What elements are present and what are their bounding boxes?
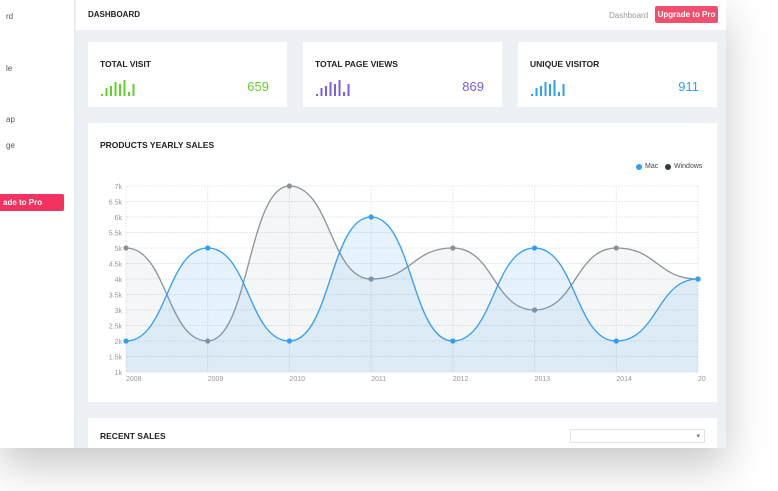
data-point-windows <box>205 338 211 344</box>
sparkline-chart <box>101 80 135 96</box>
x-tick-label: 2014 <box>616 376 632 383</box>
data-point-mac <box>531 245 538 251</box>
sparkline-chart <box>316 80 350 96</box>
y-tick-label: 2.5k <box>109 324 123 331</box>
y-tick-label: 6k <box>115 215 123 222</box>
sidebar-upgrade-button[interactable]: ade to Pro <box>0 194 64 211</box>
data-point-windows <box>123 245 129 251</box>
stat-value: 659 <box>247 79 269 94</box>
y-tick-label: 1k <box>115 370 123 377</box>
y-tick-label: 4k <box>115 277 123 284</box>
x-tick-label: 2012 <box>453 376 469 383</box>
data-point-mac <box>286 338 293 344</box>
data-point-windows <box>531 307 538 313</box>
spark-bar <box>128 92 130 96</box>
chevron-down-icon: ▾ <box>696 433 700 440</box>
y-tick-label: 2k <box>115 339 123 346</box>
data-point-mac <box>450 338 456 344</box>
y-tick-label: 3k <box>115 308 123 315</box>
stat-title: UNIQUE VISITOR <box>530 59 600 69</box>
top-header: DASHBOARD Dashboard Upgrade to Pro <box>76 0 726 30</box>
spark-bar <box>119 84 121 96</box>
legend-dot-icon <box>665 163 671 170</box>
data-point-mac <box>613 338 619 344</box>
spark-bar <box>105 88 108 96</box>
y-tick-label: 5k <box>115 246 123 253</box>
yearly-sales-card: 1k 1.5k 2k 2.5k 3k 3.5k 4k 4.5k 5k 5.5k 6k 6.5k 7k 20… <box>88 123 717 402</box>
data-point-mac <box>368 214 374 220</box>
sparkline-chart <box>531 80 565 96</box>
stat-value: 869 <box>462 79 484 94</box>
sidebar-item-page[interactable]: ge <box>6 141 15 150</box>
recent-sales-title: RECENT SALES <box>100 431 166 441</box>
x-tick-label: 2013 <box>535 376 551 383</box>
stat-card-unique-visitor: UNIQUE VISITOR 911 <box>518 42 717 107</box>
spark-bar <box>320 88 323 96</box>
spark-bar <box>553 80 556 96</box>
spark-bar <box>535 88 538 96</box>
month-select[interactable]: ▾ <box>570 429 705 443</box>
x-tick-label: 2010 <box>289 376 305 383</box>
sidebar-item-profile[interactable]: le <box>6 64 13 73</box>
data-point-mac <box>123 338 129 344</box>
spark-bar <box>325 86 327 96</box>
y-tick-label: 7k <box>115 184 123 191</box>
spark-bar <box>316 94 318 96</box>
upgrade-button[interactable]: Upgrade to Pro <box>655 6 718 23</box>
x-tick-label: 2011 <box>371 376 386 383</box>
sidebar-item-map[interactable]: ap <box>6 115 15 124</box>
data-point-windows <box>286 183 293 189</box>
recent-sales-card: RECENT SALES ▾ <box>88 418 717 448</box>
spark-bar <box>110 86 112 96</box>
stat-value: 911 <box>678 79 699 94</box>
y-tick-label: 6.5k <box>109 200 123 207</box>
x-tick-label: 2009 <box>208 376 224 383</box>
legend-label: Windows <box>674 163 703 170</box>
data-point-mac <box>205 245 211 251</box>
stat-card-total-visit: TOTAL VISIT 659 <box>88 42 287 107</box>
y-tick-label: 5.5k <box>109 231 123 238</box>
legend-dot-icon <box>636 163 642 170</box>
legend-label: Mac <box>645 163 659 170</box>
chart-title: PRODUCTS YEARLY SALES <box>100 140 215 150</box>
legend-mac[interactable]: Mac <box>636 163 658 170</box>
spark-bar <box>132 84 135 96</box>
app-window: rd le ap ge ade to Pro DASHBOARD Dashboa… <box>0 0 726 448</box>
spark-bar <box>544 82 547 96</box>
data-point-windows <box>613 245 619 251</box>
stat-title: TOTAL VISIT <box>100 59 152 69</box>
spark-bar <box>540 86 542 96</box>
spark-bar <box>123 80 126 96</box>
sidebar: rd le ap ge ade to Pro <box>0 0 75 448</box>
data-point-windows <box>368 276 374 282</box>
data-point-mac <box>695 276 701 282</box>
yearly-sales-chart: 1k 1.5k 2k 2.5k 3k 3.5k 4k 4.5k 5k 5.5k 6k 6.5k 7k 20… <box>109 183 706 383</box>
spark-bar <box>343 92 345 96</box>
stat-card-page-views: TOTAL PAGE VIEWS 869 <box>303 42 502 107</box>
series-area-mac <box>126 217 698 372</box>
page-title: DASHBOARD <box>88 10 140 19</box>
y-tick-label: 4.5k <box>109 262 123 269</box>
breadcrumb-dashboard[interactable]: Dashboard <box>609 11 649 20</box>
spark-bar <box>334 84 336 96</box>
spark-bar <box>558 92 560 96</box>
spark-bar <box>329 82 332 96</box>
x-tick-label: 20 <box>698 376 706 383</box>
spark-bar <box>347 84 350 96</box>
spark-bar <box>114 82 117 96</box>
spark-bar <box>101 94 103 96</box>
y-tick-label: 3.5k <box>109 293 123 300</box>
series-line-mac <box>125 216 699 342</box>
spark-bar <box>531 94 533 96</box>
legend-windows[interactable]: Windows <box>665 163 702 170</box>
spark-bar <box>549 84 551 96</box>
stat-title: TOTAL PAGE VIEWS <box>315 59 398 69</box>
sidebar-item-dashboard[interactable]: rd <box>6 12 14 21</box>
spark-bar <box>338 80 341 96</box>
x-tick-label: 2008 <box>126 376 142 383</box>
y-tick-label: 1.5k <box>109 355 123 362</box>
data-point-windows <box>450 245 456 251</box>
spark-bar <box>562 84 565 96</box>
